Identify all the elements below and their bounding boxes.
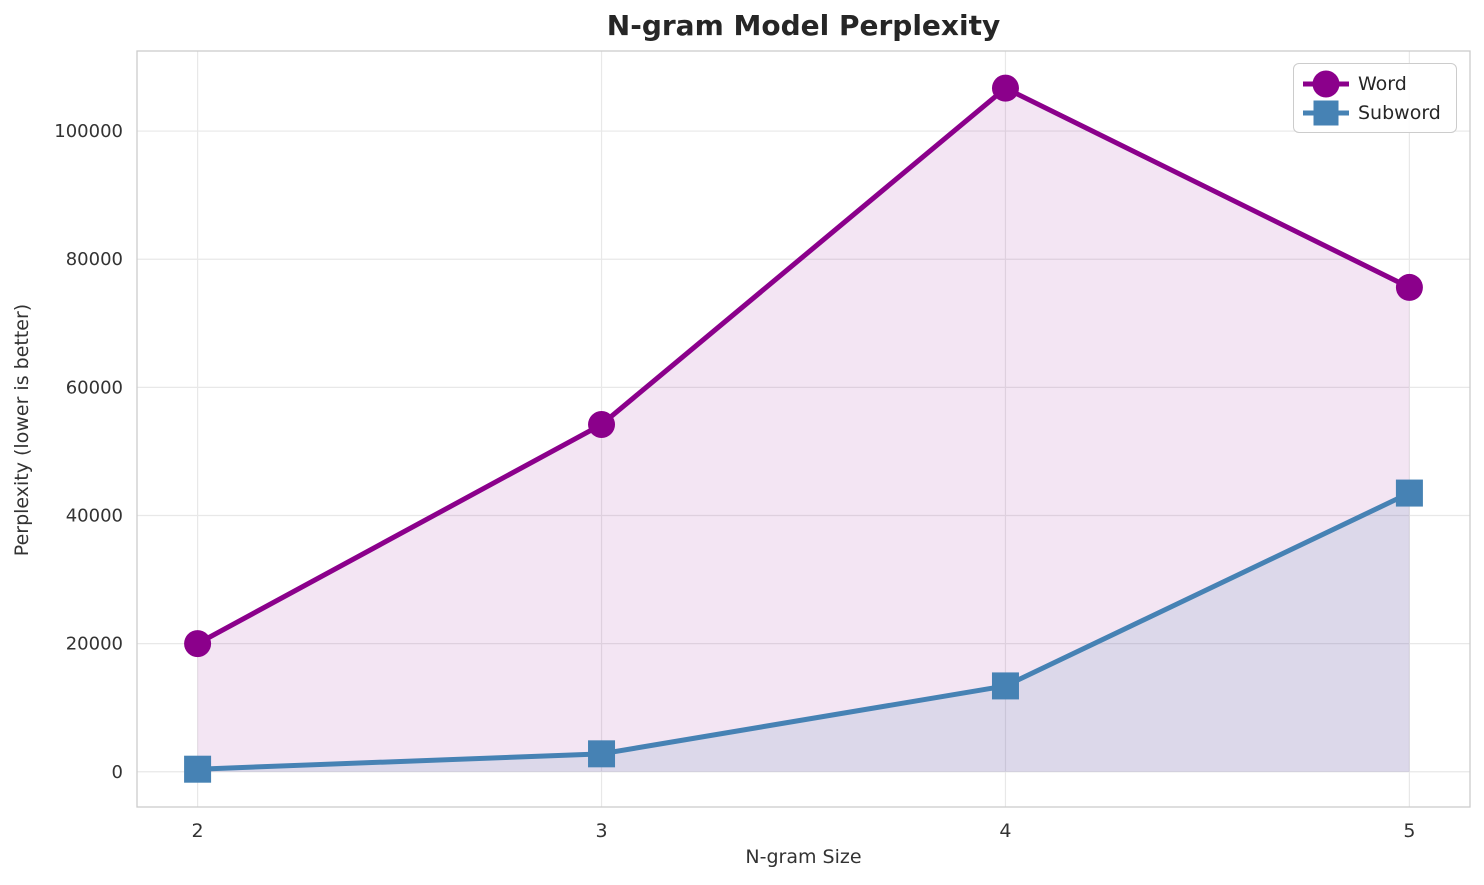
- y-tick-label: 0: [112, 762, 123, 783]
- word-marker: [991, 74, 1019, 102]
- legend-label-word: Word: [1358, 72, 1407, 95]
- legend: Word Subword: [1293, 63, 1457, 133]
- y-tick-label: 60000: [66, 377, 123, 398]
- subword-legend-marker: [1303, 98, 1349, 127]
- word-legend-marker: [1303, 69, 1349, 98]
- x-axis-label: N-gram Size: [745, 846, 862, 868]
- y-tick-label: 20000: [66, 634, 123, 655]
- x-tick-label: 5: [1403, 820, 1415, 842]
- x-tick-label: 4: [999, 820, 1011, 842]
- legend-label-subword: Subword: [1358, 101, 1441, 124]
- y-tick-label: 80000: [66, 249, 123, 270]
- y-axis-label: Perplexity (lower is better): [11, 303, 33, 557]
- subword-marker: [588, 740, 616, 768]
- word-marker: [1395, 273, 1423, 301]
- word-area-fill: [197, 88, 1410, 772]
- word-circle-icon: [1312, 70, 1340, 97]
- word-marker: [184, 630, 212, 658]
- subword-marker: [184, 755, 212, 783]
- x-tick-label: 3: [595, 820, 607, 842]
- y-tick-label: 40000: [66, 505, 123, 526]
- word-line: [196, 85, 1411, 646]
- y-tick-label: 100000: [54, 121, 123, 142]
- word-marker: [588, 411, 616, 439]
- x-tick-label: 2: [192, 820, 204, 842]
- subword-marker: [1395, 479, 1423, 507]
- subword-area-fill: [197, 493, 1410, 772]
- legend-item-subword: Subword: [1294, 98, 1456, 127]
- subword-marker: [991, 672, 1019, 700]
- subword-line: [197, 490, 1411, 772]
- legend-item-word: Word: [1294, 69, 1456, 98]
- subword-square-icon: [1313, 100, 1339, 125]
- axes-spines: [136, 50, 1471, 808]
- chart-title: N-gram Model Perplexity: [606, 9, 1001, 42]
